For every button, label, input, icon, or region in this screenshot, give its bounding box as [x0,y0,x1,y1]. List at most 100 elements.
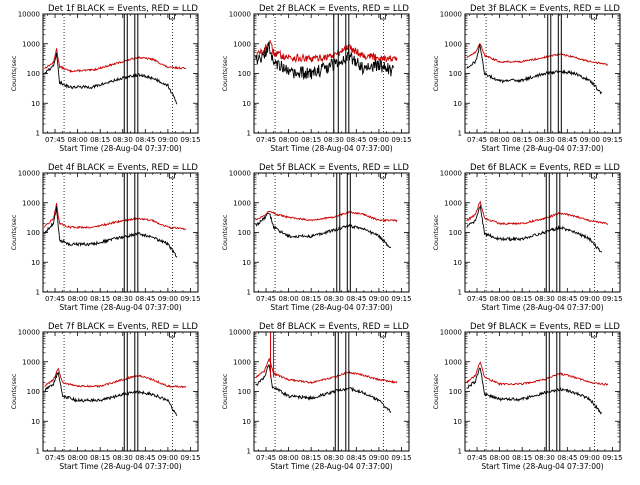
x-axis-label: Start Time (28-Aug-04 07:37:00) [481,303,603,312]
x-tick-label: 08:45 [135,454,155,462]
x-tick-label: 08:30 [324,454,344,462]
chart-title: Det 5f BLACK = Events, RED = LLD [259,163,409,173]
chart-panel-7: Det 7f BLACK = Events, RED = LLD Counts/s… [10,322,201,471]
x-tick-label: 09:00 [158,295,178,303]
x-axis-label: Start Time (28-Aug-04 07:37:00) [59,144,181,153]
x-tick-label: 08:45 [557,454,577,462]
x-axis-label: Start Time (28-Aug-04 07:37:00) [59,303,181,312]
x-tick-label: 08:15 [90,136,110,144]
y-tick-label: 10 [242,418,251,426]
chart-panel-3: Det 3f BLACK = Events, RED = LLD Counts/s… [432,4,623,153]
x-tick-label: 08:00 [279,136,299,144]
x-tick-label: 07:45 [467,295,487,303]
y-tick-label: 1000 [22,40,40,48]
series-line-events [466,43,603,95]
y-tick-label: 1 [36,447,40,455]
x-tick-label: 08:45 [557,136,577,144]
y-tick-label: 1000 [444,358,462,366]
y-tick-label: 10000 [440,11,462,19]
y-axis-label: Counts/sec [221,373,229,409]
corner-marker-box [591,172,597,179]
y-axis-label: Counts/sec [432,373,440,409]
x-tick-label: 09:15 [391,295,411,303]
corner-marker-box [380,331,386,338]
y-tick-label: 10000 [440,170,462,178]
y-tick-label: 100 [238,229,251,237]
x-tick-label: 08:30 [324,136,344,144]
y-axis-label: Counts/sec [10,55,18,91]
x-tick-label: 09:15 [180,136,200,144]
x-tick-label: 08:00 [279,295,299,303]
y-tick-label: 100 [449,388,462,396]
x-axis-label: Start Time (28-Aug-04 07:37:00) [481,462,603,471]
series-line-lld [44,367,187,389]
x-tick-label: 09:00 [158,454,178,462]
x-tick-label: 09:00 [580,454,600,462]
x-tick-label: 08:30 [535,454,555,462]
x-tick-label: 09:15 [602,136,622,144]
chart-title: Det 2f BLACK = Events, RED = LLD [259,4,409,14]
y-tick-label: 100 [449,70,462,78]
y-tick-label: 10 [31,100,40,108]
y-tick-label: 10000 [18,329,40,337]
x-tick-label: 08:00 [490,295,510,303]
x-tick-label: 08:45 [346,136,366,144]
corner-marker-box [380,172,386,179]
x-tick-label: 08:15 [301,136,321,144]
y-tick-label: 1000 [444,199,462,207]
x-tick-label: 09:15 [391,136,411,144]
series-line-events [255,364,392,414]
x-tick-label: 08:30 [535,136,555,144]
x-axis-label: Start Time (28-Aug-04 07:37:00) [481,144,603,153]
chart-title: Det 9f BLACK = Events, RED = LLD [470,322,620,332]
x-tick-label: 09:15 [602,454,622,462]
x-tick-label: 08:00 [68,295,88,303]
x-tick-label: 08:15 [301,295,321,303]
plot-frame [253,331,410,452]
corner-marker-box [591,331,597,338]
y-tick-label: 100 [27,388,40,396]
x-tick-label: 07:45 [45,136,65,144]
y-tick-label: 1000 [22,199,40,207]
y-tick-label: 1 [36,288,40,296]
y-tick-label: 100 [27,229,40,237]
x-tick-label: 07:45 [45,295,65,303]
y-axis-label: Counts/sec [221,214,229,250]
plot-frame [253,13,410,134]
y-tick-label: 1 [458,129,462,137]
x-tick-label: 07:45 [256,136,276,144]
x-tick-label: 09:15 [602,295,622,303]
y-axis-label: Counts/sec [221,55,229,91]
y-tick-label: 1000 [233,199,251,207]
x-tick-label: 09:00 [369,295,389,303]
x-tick-label: 09:15 [180,295,200,303]
x-tick-label: 08:00 [490,136,510,144]
series-line-events [44,371,178,416]
x-tick-label: 08:00 [68,136,88,144]
chart-panel-2: Det 2f BLACK = Events, RED = LLD Counts/s… [221,4,412,153]
corner-marker-box [169,13,175,20]
y-tick-label: 1000 [22,358,40,366]
x-tick-label: 08:15 [512,295,532,303]
chart-title: Det 4f BLACK = Events, RED = LLD [48,163,198,173]
y-tick-label: 1000 [233,40,251,48]
y-tick-label: 1 [247,447,251,455]
x-tick-label: 08:45 [135,136,155,144]
plot-frame [42,331,199,452]
series-line-lld [255,40,398,64]
y-tick-label: 10 [453,100,462,108]
series-line-events [44,52,178,105]
x-tick-label: 08:00 [279,454,299,462]
x-tick-label: 08:00 [490,454,510,462]
series-line-events [255,41,395,80]
series-line-events [255,212,392,249]
series-line-lld [466,43,609,66]
x-tick-label: 08:45 [346,295,366,303]
y-tick-label: 10 [31,418,40,426]
y-tick-label: 1 [458,288,462,296]
x-tick-label: 09:00 [369,454,389,462]
x-tick-label: 08:30 [113,454,133,462]
x-tick-label: 07:45 [256,454,276,462]
x-tick-label: 08:15 [90,295,110,303]
